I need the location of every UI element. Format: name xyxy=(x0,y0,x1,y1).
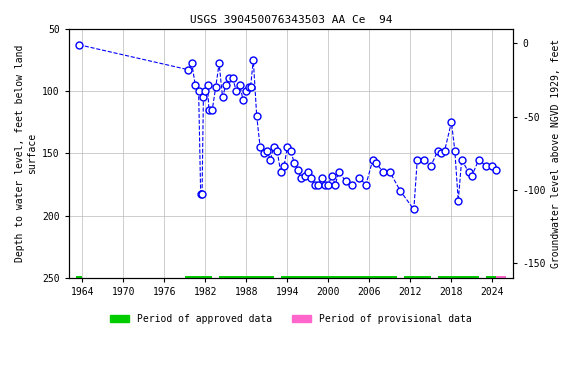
Bar xyxy=(404,276,431,279)
Title: USGS 390450076343503 AA Ce  94: USGS 390450076343503 AA Ce 94 xyxy=(190,15,392,25)
Bar xyxy=(486,276,496,279)
Bar xyxy=(185,276,213,279)
Legend: Period of approved data, Period of provisional data: Period of approved data, Period of provi… xyxy=(106,310,476,328)
Y-axis label: Groundwater level above NGVD 1929, feet: Groundwater level above NGVD 1929, feet xyxy=(551,39,561,268)
Y-axis label: Depth to water level, feet below land
surface: Depth to water level, feet below land su… xyxy=(15,45,37,262)
Bar xyxy=(75,276,82,279)
Bar xyxy=(438,276,479,279)
Bar xyxy=(219,276,274,279)
Bar xyxy=(496,276,506,279)
Bar xyxy=(281,276,397,279)
